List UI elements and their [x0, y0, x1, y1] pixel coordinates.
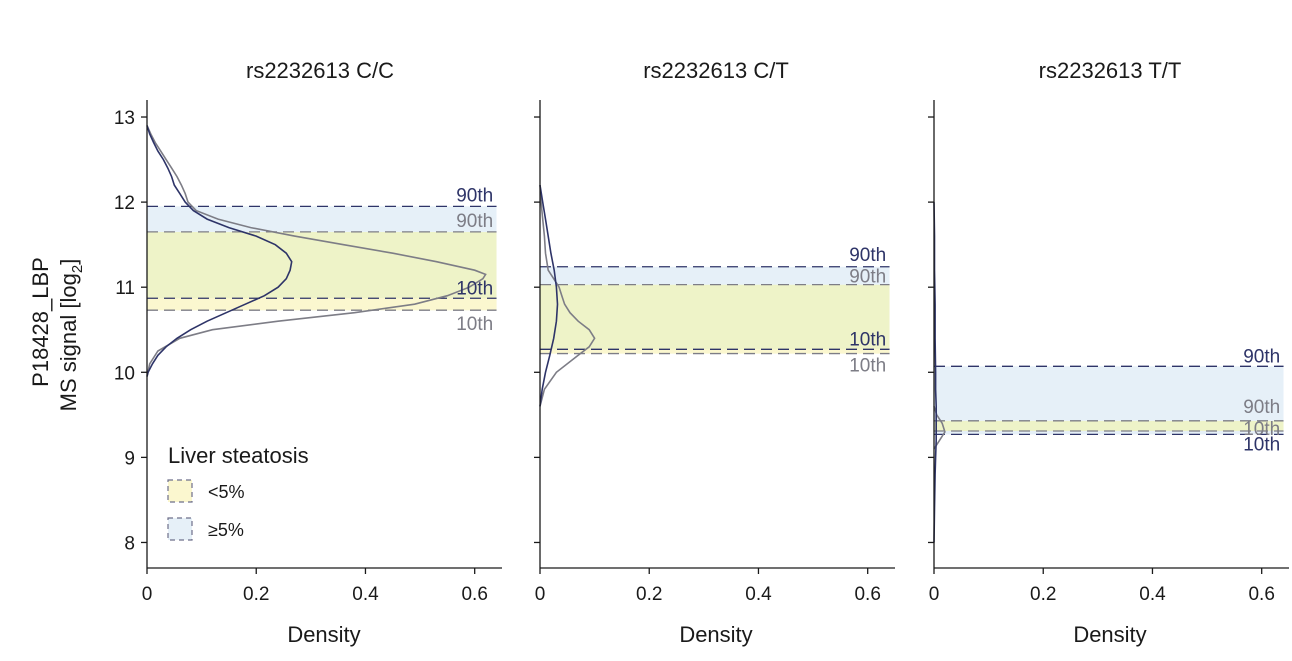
- legend: Liver steatosis <5% ≥5%: [167, 443, 309, 541]
- panel-title: rs2232613 C/C: [246, 58, 394, 83]
- label-90th-high: 90th: [849, 245, 886, 266]
- x-tick-label: 0.4: [745, 584, 772, 605]
- x-tick-label: 0.2: [243, 584, 269, 605]
- legend-swatch-high: [167, 517, 193, 541]
- panel-tt: rs2232613 T/T 0 0.2 0.4 0.6 90th90th10th10t…: [928, 58, 1289, 647]
- label-10th-low: 10th: [1243, 419, 1280, 440]
- y-axis-label-sub: 2: [69, 265, 86, 273]
- legend-label-high: ≥5%: [208, 520, 244, 540]
- x-axis-label: Density: [1073, 622, 1146, 647]
- x-axis-label: Density: [679, 622, 752, 647]
- density-curves: [146, 125, 487, 377]
- legend-label-low: <5%: [208, 482, 245, 502]
- y-tick-label: 12: [114, 193, 135, 214]
- density-curves: [539, 184, 596, 407]
- density-curve-low: [539, 185, 596, 407]
- percentile-bands: [147, 205, 497, 311]
- x-tick-label: 0.2: [1030, 584, 1056, 605]
- density-curve-high: [539, 184, 559, 407]
- x-tick-label: 0.6: [1248, 584, 1274, 605]
- y-tick-label: 11: [115, 278, 135, 299]
- band-low-steatosis: [147, 231, 497, 311]
- label-90th-high: 90th: [456, 185, 493, 206]
- label-90th-low: 90th: [849, 267, 886, 288]
- label-10th-high: 10th: [456, 278, 493, 299]
- y-axis-label-main: MS signal [log: [56, 273, 81, 411]
- axes: 0 0.2 0.4 0.6: [534, 100, 895, 605]
- y-axis-label-line1: P18428_LBP: [28, 257, 53, 387]
- label-10th-low: 10th: [456, 314, 493, 335]
- x-tick-label: 0: [142, 584, 153, 605]
- percentile-bands: [540, 266, 890, 355]
- x-tick-label: 0.4: [352, 584, 379, 605]
- band-low-steatosis: [934, 420, 1284, 432]
- x-tick-label: 0: [535, 584, 546, 605]
- band-low-steatosis-lower: [147, 298, 497, 311]
- band-high-steatosis: [540, 266, 890, 285]
- x-tick-label: 0.4: [1139, 584, 1166, 605]
- x-axis-label: Density: [287, 622, 360, 647]
- legend-title: Liver steatosis: [168, 443, 309, 468]
- x-tick-label: 0.6: [461, 584, 487, 605]
- y-tick-label: 10: [114, 363, 135, 384]
- label-10th-high: 10th: [1243, 434, 1280, 455]
- y-tick-label: 9: [124, 448, 135, 469]
- band-low-steatosis-lower: [540, 349, 890, 354]
- band-low-steatosis: [540, 284, 890, 354]
- axes: 8 9 10 11 12 13 0 0.2 0.4 0.6: [114, 100, 502, 605]
- label-10th-high: 10th: [849, 329, 886, 350]
- percentile-labels: 90th 90th 10th 10th: [456, 185, 493, 335]
- x-tick-label: 0.6: [854, 584, 880, 605]
- band-high-steatosis: [934, 366, 1284, 421]
- label-10th-low: 10th: [849, 356, 886, 377]
- label-90th-low: 90th: [456, 211, 493, 232]
- y-axis-label-close: ]: [56, 259, 81, 265]
- band-high-steatosis: [147, 206, 497, 232]
- label-90th-high: 90th: [1243, 346, 1280, 367]
- label-90th-low: 90th: [1243, 397, 1280, 418]
- density-curve-high: [146, 125, 293, 377]
- y-axis-label-line2: MS signal [log2]: [56, 259, 86, 412]
- panel-title: rs2232613 C/T: [643, 58, 789, 83]
- panel-title: rs2232613 T/T: [1039, 58, 1182, 83]
- density-curve-low: [146, 125, 487, 377]
- percentile-bands: [934, 365, 1284, 436]
- legend-swatch-low: [167, 479, 193, 503]
- x-tick-label: 0.2: [636, 584, 662, 605]
- axes: 0 0.2 0.4 0.6: [928, 100, 1289, 605]
- x-tick-label: 0: [929, 584, 940, 605]
- y-tick-label: 13: [114, 108, 135, 129]
- y-tick-label: 8: [124, 533, 135, 554]
- band-high-steatosis-lower: [934, 431, 1284, 435]
